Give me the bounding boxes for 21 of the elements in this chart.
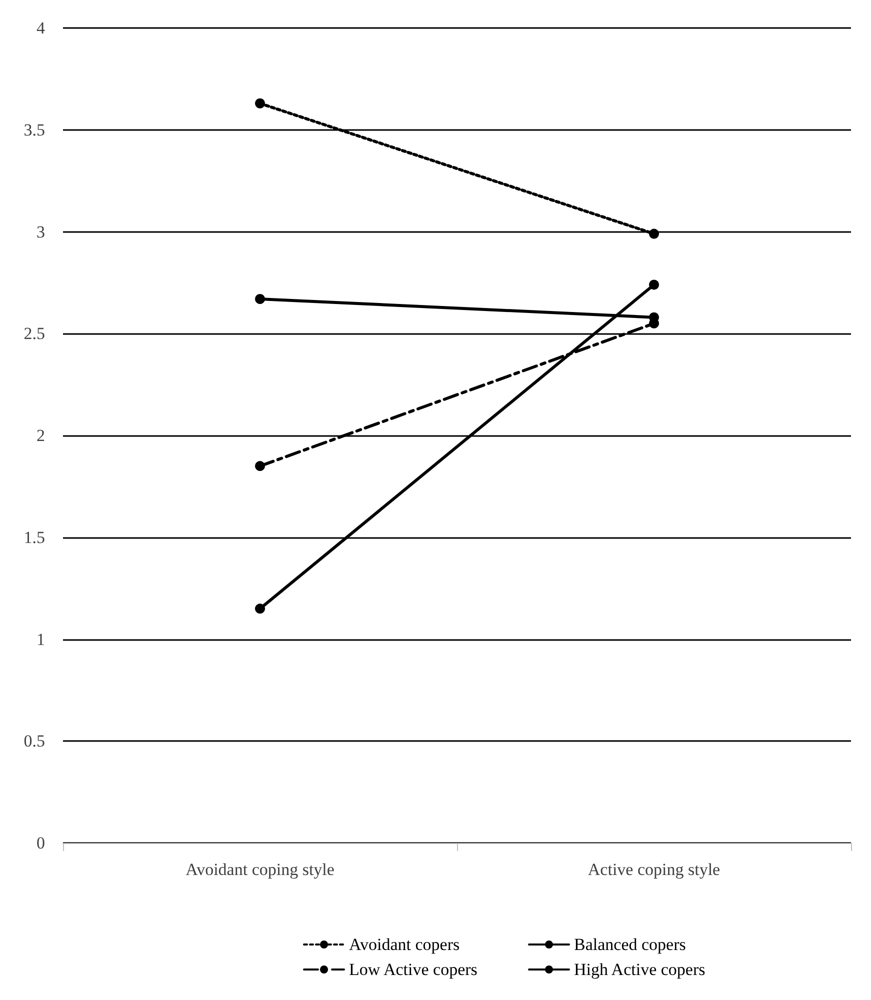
legend-label: Balanced copers [574, 935, 686, 954]
y-tick-label: 2.5 [24, 324, 45, 344]
y-tick-label: 0 [36, 834, 45, 852]
legend-label: Avoidant copers [349, 935, 460, 954]
legend-label: High Active copers [574, 960, 706, 979]
y-tick-label: 1 [36, 630, 45, 649]
point [255, 98, 265, 108]
y-tick-label: 3.5 [24, 120, 45, 140]
y-tick-label: 1.5 [24, 528, 45, 547]
legend-label: Low Active copers [349, 960, 478, 979]
point [255, 604, 265, 614]
point [649, 280, 659, 290]
point [255, 294, 265, 304]
y-tick-label: 2 [36, 426, 45, 445]
x-tick-label: Active coping style [588, 860, 720, 879]
y-tick-label: 0.5 [24, 732, 45, 751]
point [255, 461, 265, 472]
y-tick-label: 3 [36, 222, 45, 242]
point [649, 228, 659, 239]
y-tick-label: 4 [36, 18, 46, 38]
x-tick-label: Avoidant coping style [186, 860, 334, 879]
